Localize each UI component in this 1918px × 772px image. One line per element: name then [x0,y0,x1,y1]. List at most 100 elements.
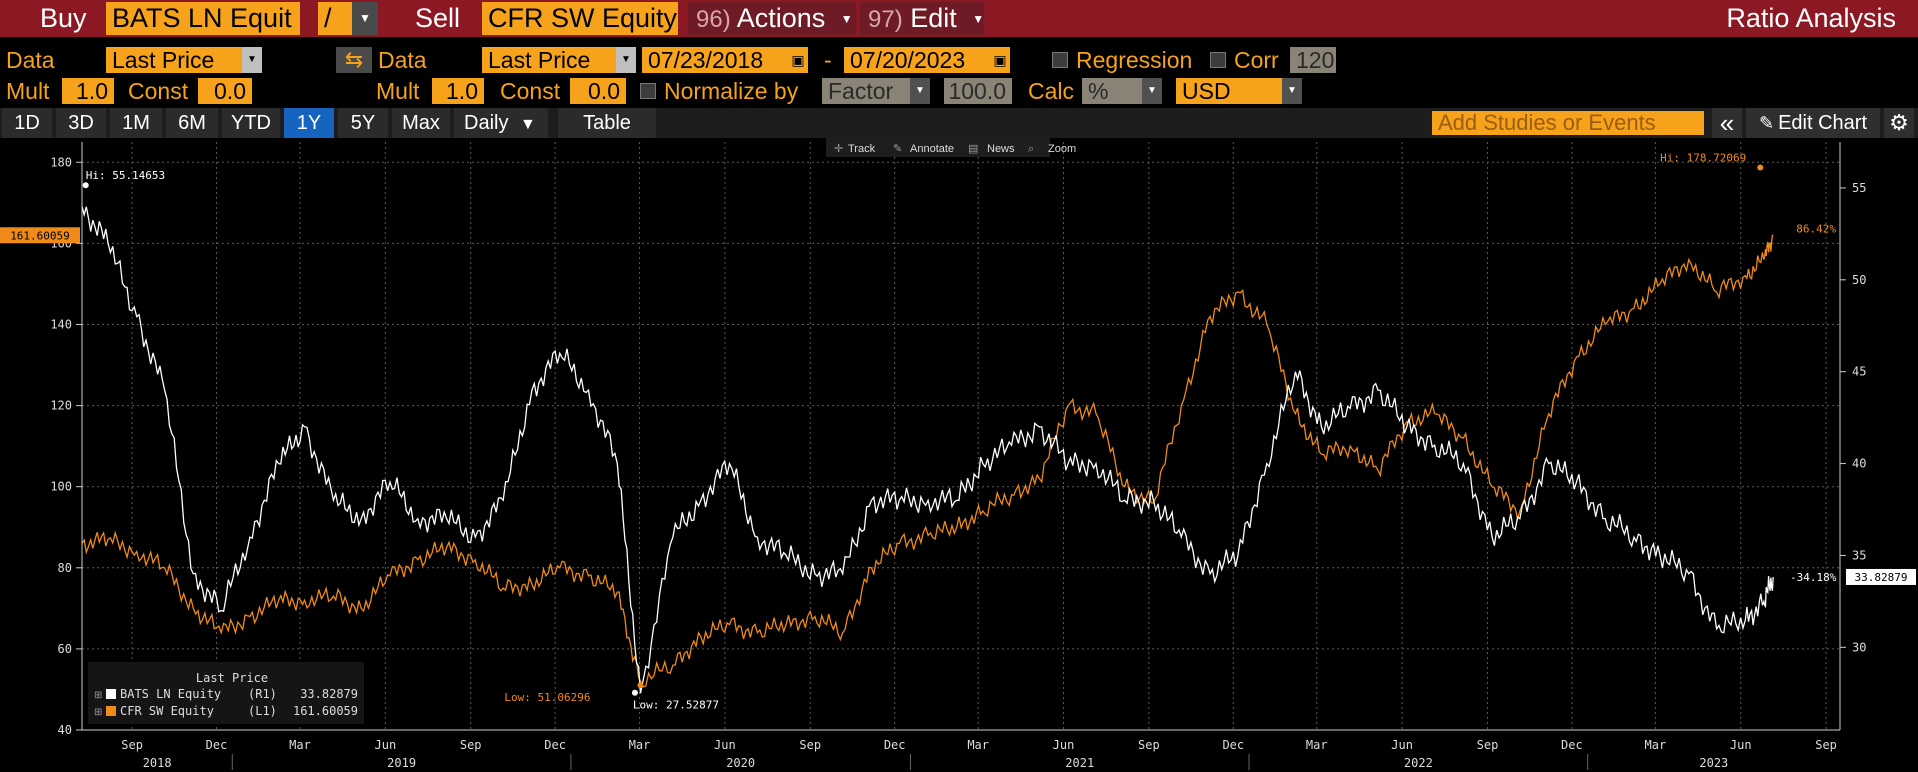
regression-label: Regression [1076,47,1193,73]
right-current-value: 33.82879 [1855,571,1908,584]
low-label: Low: 27.52877 [633,699,719,712]
x-month-tick-label: Sep [799,738,821,752]
corr-window-input[interactable]: 120 [1290,47,1336,73]
range-1y-button[interactable]: 1Y [284,108,334,138]
left-mult-label: Mult [6,78,50,104]
annotate-button[interactable]: Annotate [910,143,954,155]
left-mult-input[interactable]: 1.0 [62,78,114,104]
start-date-input[interactable]: 07/23/2018 [642,47,788,73]
low-point-marker [631,689,638,696]
chevron-down-icon[interactable]: ▼ [910,78,930,104]
right-axis-tick-label: 30 [1852,640,1866,654]
corr-checkbox[interactable] [1210,52,1226,68]
right-data-select[interactable]: Last Price [482,47,616,73]
left-axis-tick-label: 80 [58,561,72,575]
operator-field[interactable]: / [318,2,352,35]
regression-checkbox[interactable] [1052,52,1068,68]
right-axis-tick-label: 35 [1852,548,1866,562]
security-header-bar: Buy BATS LN Equit / ▼ Sell CFR SW Equity… [0,0,1918,37]
x-month-tick-label: Mar [289,738,311,752]
right-const-input[interactable]: 0.0 [570,78,626,104]
chevron-down-icon[interactable]: ▼ [1282,78,1302,104]
expand-icon[interactable]: ⊞ [94,690,102,701]
frequency-dropdown[interactable]: Daily ▼ [454,108,548,138]
x-year-label: 2023 [1699,756,1728,770]
left-data-select[interactable]: Last Price [106,47,242,73]
x-month-tick-label: Dec [1222,738,1244,752]
x-month-tick-label: Sep [121,738,143,752]
normalize-amount-input[interactable]: 100.0 [944,78,1012,104]
left-const-input[interactable]: 0.0 [198,78,252,104]
change-label: 86.42% [1796,222,1836,235]
right-mult-input[interactable]: 1.0 [432,78,484,104]
right-mult-label: Mult [376,78,420,104]
track-button[interactable]: Track [848,143,876,155]
end-date-input[interactable]: 07/20/2023 [844,47,990,73]
annotate-icon[interactable]: ✎ [893,143,902,155]
actions-menu-label: Actions [736,3,826,33]
news-icon[interactable]: ▤ [968,143,978,155]
ratio-chart[interactable]: Sep Dec Mar Jun Sep Dec Mar Jun Sep Dec Mar Jun Sep D… [0,138,1918,772]
collapse-icon[interactable]: « [1712,108,1742,138]
range-max-button[interactable]: Max [392,108,450,138]
legend-title: Last Price [196,671,268,685]
normalize-method-select[interactable]: Factor [822,78,910,104]
news-button[interactable]: News [987,143,1015,155]
actions-menu-button[interactable]: 96) Actions ▼ [688,2,856,35]
edit-menu-button[interactable]: 97) Edit ▼ [860,2,984,35]
calendar-icon[interactable]: ▣ [788,47,808,73]
zoom-button[interactable]: Zoom [1048,143,1076,155]
add-studies-input[interactable]: Add Studies or Events [1432,111,1704,135]
left-axis-tick-label: 120 [50,399,72,413]
range-3d-button[interactable]: 3D [56,108,106,138]
chevron-down-icon: ▼ [840,12,853,27]
buy-label: Buy [40,3,87,33]
track-icon[interactable]: ✛ [834,143,843,155]
right-axis-tick-label: 55 [1852,181,1866,195]
operator-dropdown-icon[interactable]: ▼ [352,2,378,35]
page-title: Ratio Analysis [1726,3,1896,33]
legend-value-bats: 33.82879 [300,687,358,701]
range-1m-button[interactable]: 1M [110,108,162,138]
expand-icon[interactable]: ⊞ [94,707,102,718]
chevron-down-icon[interactable]: ▼ [1142,78,1162,104]
left-const-label: Const [128,78,189,104]
x-year-label: 2019 [387,756,416,770]
range-6m-button[interactable]: 6M [166,108,218,138]
high-label: Hi: 178.72069 [1660,151,1746,164]
chevron-down-icon[interactable]: ▼ [616,47,636,73]
chevron-down-icon: ▼ [520,116,536,133]
right-const-label: Const [500,78,561,104]
swap-arrows-icon[interactable]: ⇆ [336,47,372,73]
frequency-label: Daily [464,112,509,134]
x-month-tick-label: Dec [1561,738,1583,752]
table-button[interactable]: Table [558,108,656,138]
currency-select[interactable]: USD [1176,78,1282,104]
calendar-icon[interactable]: ▣ [990,47,1010,73]
x-year-label: 2021 [1065,756,1094,770]
range-toolbar: 1D 3D 1M 6M YTD 1Y 5Y Max Daily ▼ Table … [0,108,1918,138]
buy-security-input[interactable]: BATS LN Equit [106,2,300,35]
x-year-label: 2020 [726,756,755,770]
edit-chart-button[interactable]: ✎ Edit Chart [1746,108,1880,138]
gear-icon[interactable]: ⚙ [1884,108,1914,138]
x-month-tick-label: Jun [375,738,397,752]
right-axis-tick-label: 50 [1852,273,1866,287]
range-1d-button[interactable]: 1D [2,108,52,138]
high-point-marker [82,182,89,189]
left-axis-tick-label: 100 [50,480,72,494]
normalize-checkbox[interactable] [640,83,656,99]
zoom-icon[interactable]: ⌕ [1028,143,1034,155]
calc-select[interactable]: % [1082,78,1142,104]
x-month-tick-label: Sep [1815,738,1837,752]
right-axis-tick-label: 45 [1852,365,1866,379]
range-ytd-button[interactable]: YTD [222,108,280,138]
x-month-tick-label: Jun [714,738,736,752]
range-5y-button[interactable]: 5Y [338,108,388,138]
x-month-tick-label: Sep [1138,738,1160,752]
x-month-tick-label: Mar [967,738,989,752]
normalize-label: Normalize by [664,78,799,104]
x-month-tick-label: Sep [460,738,482,752]
sell-security-input[interactable]: CFR SW Equity [482,2,678,35]
chevron-down-icon[interactable]: ▼ [242,47,262,73]
